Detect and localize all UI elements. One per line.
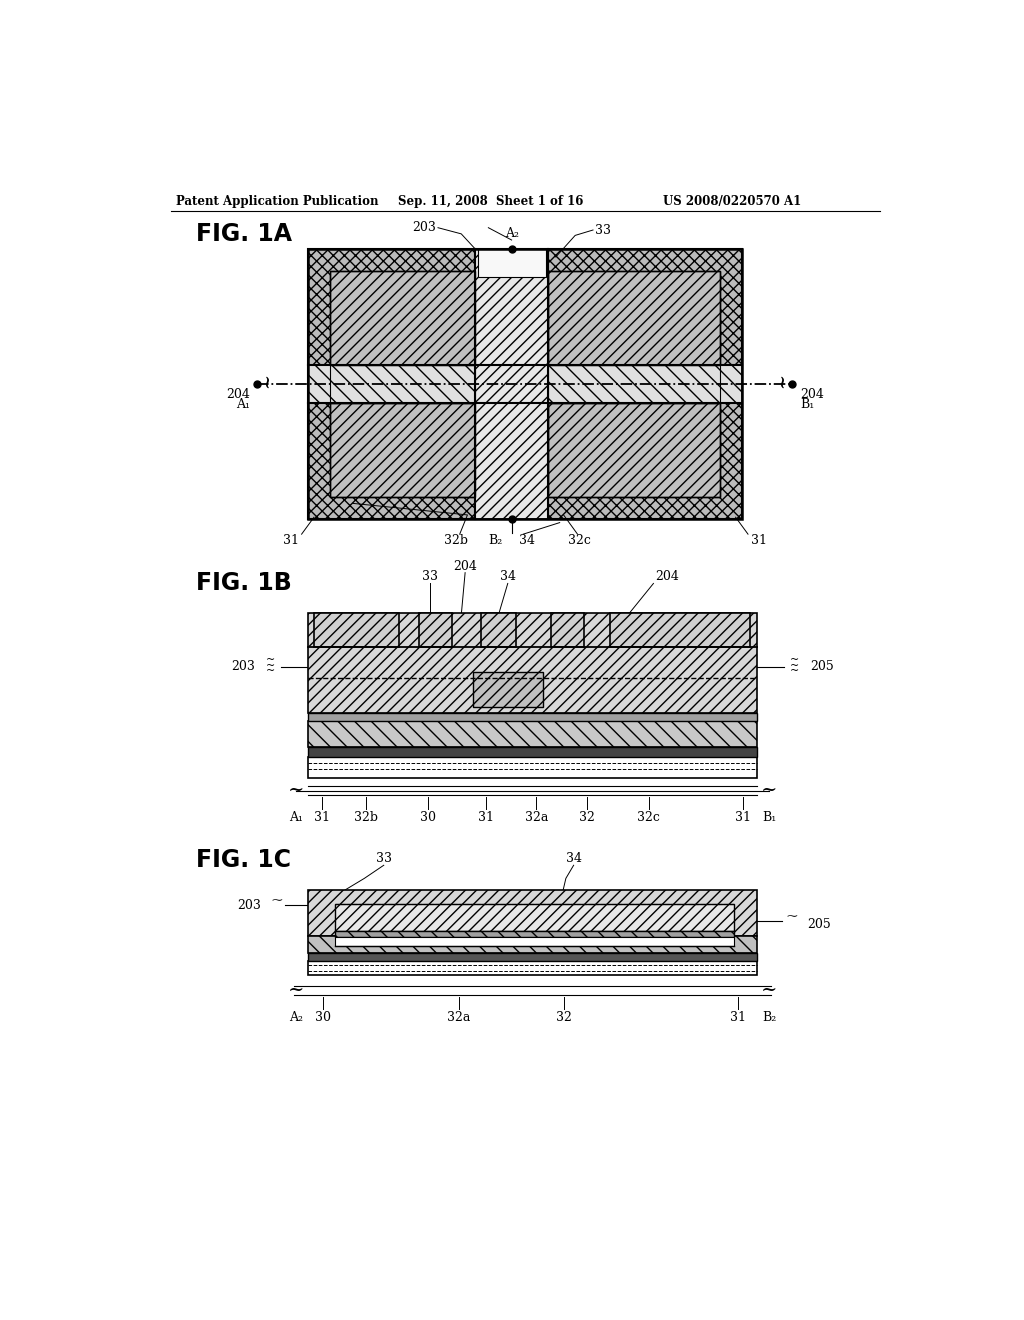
Bar <box>335 904 734 931</box>
Text: B₂: B₂ <box>762 1011 776 1024</box>
Bar <box>308 249 741 519</box>
Text: A₁: A₁ <box>289 810 303 824</box>
Text: 203: 203 <box>413 222 436 234</box>
Text: 204: 204 <box>454 560 477 573</box>
Text: FIG. 1C: FIG. 1C <box>197 847 291 871</box>
Bar <box>308 936 758 953</box>
Text: 31: 31 <box>283 535 299 548</box>
Text: 31: 31 <box>478 810 494 824</box>
Text: 34: 34 <box>519 535 536 548</box>
Text: 33: 33 <box>595 223 610 236</box>
Bar <box>480 612 515 647</box>
Text: 34: 34 <box>500 570 516 583</box>
Text: 32b: 32b <box>354 810 378 824</box>
Bar <box>330 404 475 498</box>
Text: 204: 204 <box>800 388 823 401</box>
Bar <box>548 271 720 364</box>
Text: US 2008/0220570 A1: US 2008/0220570 A1 <box>663 195 801 209</box>
Text: 204: 204 <box>655 570 679 583</box>
Text: 32c: 32c <box>637 810 660 824</box>
Text: B₁: B₁ <box>762 810 776 824</box>
Bar <box>308 364 741 404</box>
Bar <box>308 756 758 779</box>
Text: 32: 32 <box>556 1011 571 1024</box>
Bar <box>308 747 758 756</box>
Text: FIG. 1B: FIG. 1B <box>197 572 292 595</box>
Text: 33: 33 <box>422 570 438 583</box>
Text: ~: ~ <box>266 667 275 676</box>
Bar <box>548 404 720 498</box>
Text: ~: ~ <box>761 981 777 999</box>
Bar <box>551 612 584 647</box>
Text: ~: ~ <box>785 909 799 924</box>
Text: 31: 31 <box>735 810 752 824</box>
Text: ~: ~ <box>790 667 799 676</box>
Bar <box>548 364 720 404</box>
Bar <box>308 961 758 974</box>
Bar <box>330 271 475 364</box>
Text: ~: ~ <box>773 374 792 388</box>
Text: ~: ~ <box>258 374 276 388</box>
Bar <box>314 612 399 647</box>
Bar <box>335 937 734 946</box>
Text: 204: 204 <box>226 388 250 401</box>
Bar <box>610 612 750 647</box>
Bar <box>477 249 546 277</box>
Text: 32a: 32a <box>524 810 548 824</box>
Bar <box>308 713 758 721</box>
Text: ~: ~ <box>266 661 275 671</box>
Text: 31: 31 <box>730 1011 745 1024</box>
Bar <box>330 404 475 498</box>
Text: 31: 31 <box>313 810 330 824</box>
Text: 205: 205 <box>810 660 834 673</box>
Text: ~: ~ <box>288 981 304 999</box>
Text: 32: 32 <box>579 810 595 824</box>
Bar <box>548 271 720 364</box>
Bar <box>335 931 734 937</box>
Text: 203: 203 <box>238 899 261 912</box>
Bar <box>475 249 548 519</box>
Text: ~: ~ <box>266 656 275 665</box>
Bar <box>473 672 543 706</box>
Text: 30: 30 <box>420 810 436 824</box>
Text: 203: 203 <box>231 660 255 673</box>
Text: 30: 30 <box>315 1011 332 1024</box>
Text: B₂: B₂ <box>488 535 503 548</box>
Text: Sep. 11, 2008  Sheet 1 of 16: Sep. 11, 2008 Sheet 1 of 16 <box>397 195 583 209</box>
Text: ~: ~ <box>288 781 304 799</box>
Text: 32a: 32a <box>447 1011 471 1024</box>
Text: A₂: A₂ <box>505 227 518 240</box>
Text: Patent Application Publication: Patent Application Publication <box>176 195 379 209</box>
Text: FIG. 1A: FIG. 1A <box>197 222 292 247</box>
Text: B₁: B₁ <box>800 397 814 411</box>
Bar <box>330 271 475 364</box>
Bar <box>548 404 720 498</box>
Text: A₂: A₂ <box>289 1011 303 1024</box>
Bar <box>308 612 758 713</box>
Text: ~: ~ <box>761 781 777 799</box>
Text: 31: 31 <box>751 535 767 548</box>
Text: 34: 34 <box>565 853 582 866</box>
Text: A₁: A₁ <box>236 397 250 411</box>
Bar <box>330 364 475 404</box>
Text: ~: ~ <box>790 656 799 665</box>
Text: ~: ~ <box>270 894 284 908</box>
Text: 205: 205 <box>808 917 831 931</box>
Text: 32c: 32c <box>567 535 591 548</box>
Bar <box>308 721 758 747</box>
Text: 32b: 32b <box>443 535 468 548</box>
Text: ~: ~ <box>790 661 799 671</box>
Bar <box>420 612 452 647</box>
Bar <box>308 249 741 519</box>
Text: 33: 33 <box>376 853 392 866</box>
Bar <box>308 953 758 961</box>
Bar <box>308 890 758 936</box>
